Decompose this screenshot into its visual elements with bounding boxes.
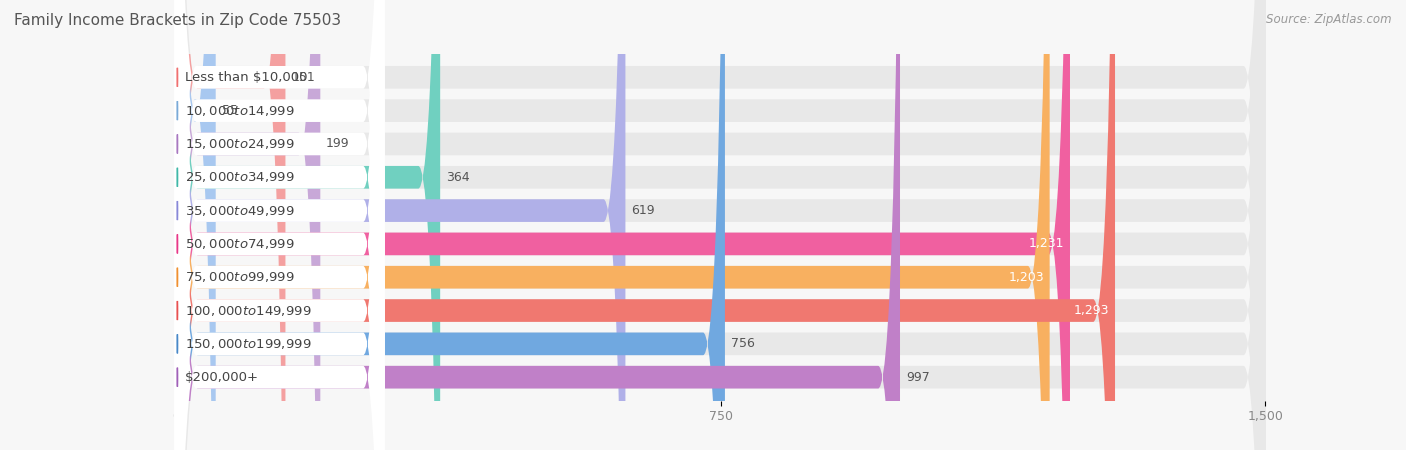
FancyBboxPatch shape — [176, 0, 1265, 450]
FancyBboxPatch shape — [176, 0, 900, 450]
Text: 756: 756 — [731, 338, 755, 351]
Text: Family Income Brackets in Zip Code 75503: Family Income Brackets in Zip Code 75503 — [14, 14, 342, 28]
FancyBboxPatch shape — [174, 0, 385, 450]
FancyBboxPatch shape — [176, 0, 285, 450]
Text: 364: 364 — [446, 171, 470, 184]
FancyBboxPatch shape — [176, 0, 1070, 450]
Text: $150,000 to $199,999: $150,000 to $199,999 — [184, 337, 311, 351]
FancyBboxPatch shape — [176, 0, 1050, 450]
FancyBboxPatch shape — [176, 0, 440, 450]
FancyBboxPatch shape — [176, 0, 725, 450]
Text: $15,000 to $24,999: $15,000 to $24,999 — [184, 137, 295, 151]
Text: Source: ZipAtlas.com: Source: ZipAtlas.com — [1267, 14, 1392, 27]
FancyBboxPatch shape — [176, 0, 1265, 450]
FancyBboxPatch shape — [176, 0, 1115, 450]
FancyBboxPatch shape — [174, 0, 385, 450]
Text: 55: 55 — [222, 104, 238, 117]
FancyBboxPatch shape — [174, 0, 385, 450]
Text: Less than $10,000: Less than $10,000 — [184, 71, 308, 84]
Text: $75,000 to $99,999: $75,000 to $99,999 — [184, 270, 295, 284]
FancyBboxPatch shape — [176, 0, 1265, 450]
FancyBboxPatch shape — [176, 0, 1265, 450]
FancyBboxPatch shape — [176, 0, 1265, 450]
Text: $10,000 to $14,999: $10,000 to $14,999 — [184, 104, 295, 117]
FancyBboxPatch shape — [174, 0, 385, 450]
FancyBboxPatch shape — [176, 0, 1265, 450]
Text: $35,000 to $49,999: $35,000 to $49,999 — [184, 203, 295, 218]
Text: $100,000 to $149,999: $100,000 to $149,999 — [184, 304, 311, 318]
FancyBboxPatch shape — [174, 0, 385, 450]
FancyBboxPatch shape — [176, 0, 1265, 450]
FancyBboxPatch shape — [176, 0, 1265, 450]
Text: $200,000+: $200,000+ — [184, 371, 259, 384]
FancyBboxPatch shape — [176, 0, 321, 450]
FancyBboxPatch shape — [176, 0, 215, 450]
FancyBboxPatch shape — [174, 0, 385, 450]
FancyBboxPatch shape — [174, 0, 385, 450]
Text: 1,203: 1,203 — [1008, 271, 1043, 284]
Text: 1,231: 1,231 — [1029, 238, 1064, 250]
Text: 997: 997 — [905, 371, 929, 384]
FancyBboxPatch shape — [176, 0, 1265, 450]
Text: 151: 151 — [291, 71, 315, 84]
FancyBboxPatch shape — [174, 0, 385, 450]
FancyBboxPatch shape — [174, 0, 385, 450]
Text: 1,293: 1,293 — [1074, 304, 1109, 317]
Text: $25,000 to $34,999: $25,000 to $34,999 — [184, 170, 295, 184]
FancyBboxPatch shape — [176, 0, 1265, 450]
Text: $50,000 to $74,999: $50,000 to $74,999 — [184, 237, 295, 251]
FancyBboxPatch shape — [176, 0, 626, 450]
Text: 199: 199 — [326, 137, 350, 150]
Text: 619: 619 — [631, 204, 655, 217]
FancyBboxPatch shape — [174, 0, 385, 450]
